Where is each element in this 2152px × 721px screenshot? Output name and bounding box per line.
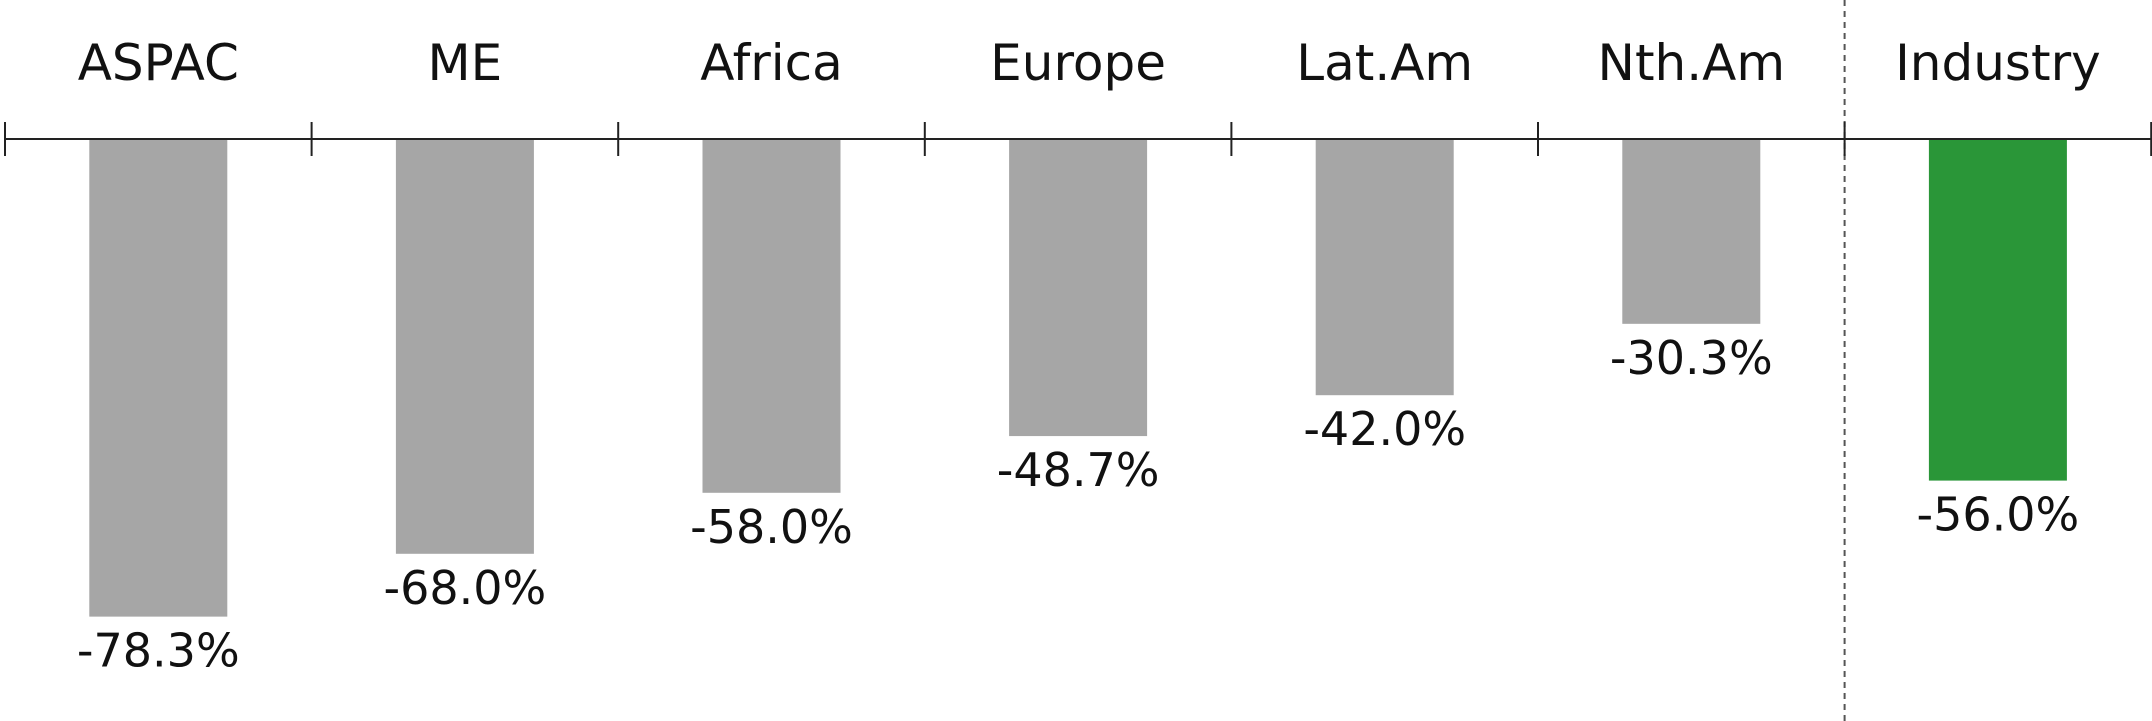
value-label-lat-am: -42.0%	[1303, 402, 1466, 456]
axis-layer	[4, 122, 2152, 156]
bar-industry	[1928, 139, 2067, 481]
category-label-nth-am: Nth.Am	[1598, 34, 1786, 92]
category-label-europe: Europe	[990, 34, 1166, 92]
bars-layer	[89, 139, 2067, 617]
category-label-africa: Africa	[700, 34, 843, 92]
bar-aspac	[89, 139, 228, 617]
category-label-lat-am: Lat.Am	[1296, 34, 1473, 92]
bar-me	[395, 139, 534, 554]
category-label-me: ME	[428, 34, 503, 92]
value-label-africa: -58.0%	[690, 500, 853, 554]
category-label-aspac: ASPAC	[78, 34, 239, 92]
value-label-aspac: -78.3%	[77, 624, 240, 678]
bar-lat-am	[1315, 139, 1454, 396]
value-label-industry: -56.0%	[1917, 488, 2080, 542]
labels-layer: ASPAC -78.3% ME -68.0% Africa -58.0% Europe -48…	[77, 34, 2101, 678]
bar-europe	[1009, 139, 1148, 437]
value-label-europe: -48.7%	[997, 443, 1160, 497]
bar-nth-am	[1622, 139, 1761, 324]
value-label-nth-am: -30.3%	[1610, 331, 1773, 385]
category-label-industry: Industry	[1895, 34, 2101, 92]
bar-africa	[702, 139, 841, 493]
value-label-me: -68.0%	[384, 561, 547, 615]
